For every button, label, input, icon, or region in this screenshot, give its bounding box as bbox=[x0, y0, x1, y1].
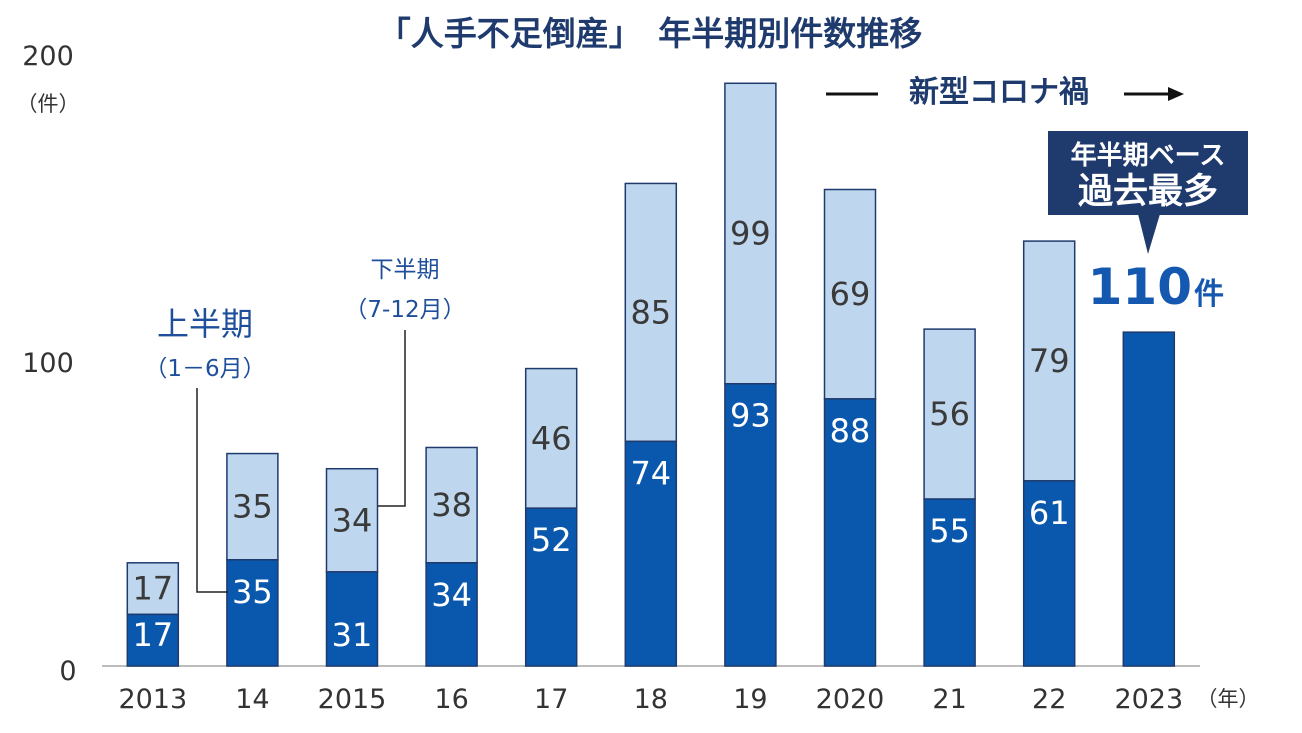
label-second-half-17: 46 bbox=[531, 419, 572, 457]
label-first-half-16: 34 bbox=[431, 576, 472, 614]
bar-second-half-2020 bbox=[823, 188, 877, 400]
bar-first-half-19 bbox=[724, 382, 777, 667]
label-second-half-19: 99 bbox=[730, 215, 771, 253]
record-callout-line1: 年半期ベース bbox=[1071, 140, 1226, 171]
bar-second-half-16 bbox=[425, 446, 478, 564]
y-tick-0: 0 bbox=[59, 656, 76, 687]
x-tick-14: 14 bbox=[235, 684, 269, 715]
bar-second-half-22 bbox=[1022, 240, 1076, 482]
x-tick-2013: 2013 bbox=[118, 684, 187, 715]
label-second-half-21: 56 bbox=[929, 395, 970, 433]
record-callout-line2: 過去最多 bbox=[1078, 172, 1218, 212]
bar-first-half-2015 bbox=[325, 571, 379, 667]
bar-first-half-16 bbox=[425, 562, 478, 667]
x-ticks-group: 2013 14 2015 16 17 18 19 2020 21 22 2023 bbox=[118, 684, 1183, 715]
bars-group: 17 17 35 35 31 34 34 38 52 46 74 85 93 99 88 69 55 56 61 79 bbox=[126, 82, 1176, 667]
label-second-half-2020: 69 bbox=[830, 275, 871, 313]
x-tick-2020: 2020 bbox=[816, 684, 885, 715]
first-half-range: （1－6月） bbox=[144, 356, 265, 382]
first-half-label: 上半期 bbox=[157, 305, 253, 343]
label-first-half-14: 35 bbox=[232, 573, 273, 611]
record-callout-box bbox=[1048, 131, 1248, 215]
first-half-leader-line bbox=[196, 388, 228, 593]
second-half-range: （7-12月） bbox=[344, 297, 465, 323]
x-tick-22: 22 bbox=[1032, 684, 1066, 715]
bar-first-half-22 bbox=[1022, 480, 1076, 667]
bar-first-half-17 bbox=[524, 507, 578, 667]
record-callout-pointer bbox=[1138, 214, 1160, 254]
x-tick-16: 16 bbox=[434, 684, 468, 715]
x-tick-21: 21 bbox=[932, 684, 966, 715]
x-tick-2023: 2023 bbox=[1114, 684, 1183, 715]
x-tick-17: 17 bbox=[534, 684, 568, 715]
corona-label: 新型コロナ禍 bbox=[909, 75, 1089, 110]
bar-second-half-18 bbox=[624, 182, 678, 443]
bar-first-half-2020 bbox=[823, 398, 877, 667]
label-second-half-2015: 34 bbox=[332, 501, 373, 539]
label-first-half-18: 74 bbox=[630, 454, 671, 492]
bar-second-half-19 bbox=[724, 82, 777, 385]
y-unit-label: （件） bbox=[17, 92, 80, 116]
bar-first-half-2023 bbox=[1122, 331, 1176, 667]
label-second-half-16: 38 bbox=[431, 486, 472, 524]
second-half-leader-line bbox=[378, 330, 406, 507]
label-first-half-17: 52 bbox=[531, 521, 572, 559]
label-first-half-21: 55 bbox=[929, 512, 970, 550]
label-second-half-18: 85 bbox=[630, 293, 671, 331]
second-half-label: 下半期 bbox=[371, 257, 440, 283]
bar-first-half-21 bbox=[923, 498, 976, 667]
y-tick-200: 200 bbox=[22, 41, 74, 72]
chart-title: 「人手不足倒産」 年半期別件数推移 bbox=[378, 14, 923, 53]
x-tick-19: 19 bbox=[733, 684, 767, 715]
y-tick-100: 100 bbox=[22, 348, 74, 379]
label-second-half-2013: 17 bbox=[132, 570, 173, 608]
label-second-half-14: 35 bbox=[232, 488, 273, 526]
label-second-half-22: 79 bbox=[1029, 342, 1070, 380]
x-tick-2015: 2015 bbox=[318, 684, 387, 715]
label-first-half-2015: 31 bbox=[332, 616, 373, 654]
bar-second-half-17 bbox=[524, 367, 578, 509]
bar-first-half-14 bbox=[226, 559, 279, 667]
highlight-value: 110 bbox=[1088, 258, 1192, 316]
x-tick-18: 18 bbox=[634, 684, 668, 715]
label-first-half-22: 61 bbox=[1029, 494, 1070, 532]
label-first-half-19: 93 bbox=[730, 397, 771, 435]
label-first-half-2020: 88 bbox=[830, 412, 871, 450]
bar-second-half-2015 bbox=[325, 467, 379, 573]
highlight-unit: 件 bbox=[1194, 277, 1224, 312]
corona-arrow-head bbox=[1168, 87, 1184, 101]
bar-first-half-2013 bbox=[126, 613, 180, 667]
label-first-half-2013: 17 bbox=[132, 616, 173, 654]
x-unit-label: （年） bbox=[1197, 687, 1260, 711]
bar-first-half-18 bbox=[624, 440, 678, 667]
